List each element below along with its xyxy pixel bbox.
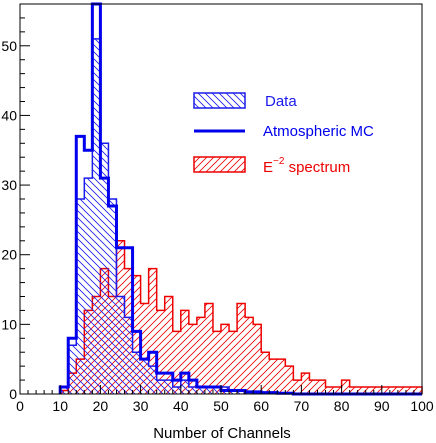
legend-label-e2-base: E	[263, 159, 273, 176]
bin-e2-54	[237, 303, 245, 394]
legend-entry-e2-spectrum: E−2 spectrum	[193, 156, 350, 176]
bin-mc-34	[157, 373, 165, 394]
x-axis-label: Number of Channels	[153, 425, 291, 442]
bin-mc-32	[149, 352, 157, 394]
bin-mc-22	[108, 206, 116, 394]
y-tick-label: 20	[1, 247, 17, 263]
bin-mc-18	[92, 4, 100, 394]
legend-entry-atmospheric-mc: Atmospheric MC	[194, 123, 374, 140]
series-data-fill	[60, 38, 422, 394]
bin-mc-44	[197, 387, 205, 394]
legend-label-data: Data	[265, 93, 297, 110]
legend-label-e2-spectrum: E−2 spectrum	[263, 156, 350, 176]
bin-e2-62	[269, 359, 277, 394]
legend-swatch-data	[193, 92, 246, 109]
bin-mc-54	[237, 391, 245, 394]
bin-mc-30	[141, 359, 149, 394]
x-tick-label: 30	[133, 398, 149, 414]
bin-e2-80	[342, 380, 350, 394]
bin-e2-74	[317, 380, 325, 394]
y-tick-label: 10	[1, 316, 17, 332]
x-tick-label: 50	[213, 398, 229, 414]
x-tick-label: 20	[93, 398, 109, 414]
y-tick-label: 30	[1, 177, 17, 193]
legend-entry-data: Data	[193, 92, 297, 110]
bin-mc-46	[205, 387, 213, 394]
bin-mc-10	[60, 387, 68, 394]
bin-e2-72	[309, 380, 317, 394]
bin-mc-26	[125, 248, 133, 394]
bin-mc-42	[189, 380, 197, 394]
bin-mc-28	[133, 331, 141, 394]
bin-mc-38	[173, 380, 181, 394]
bin-e2-50	[221, 324, 229, 394]
bin-mc-14	[76, 136, 84, 394]
bin-mc-52	[229, 391, 237, 394]
x-axis: 0 10 20 30 40 50 60 70 80 90 100	[16, 385, 434, 414]
y-axis: 0 10 20 30 40 50	[1, 3, 30, 402]
x-tick-label: 90	[374, 398, 390, 414]
bin-mc-40	[181, 373, 189, 394]
x-tick-label: 70	[294, 398, 310, 414]
bin-e2-64	[277, 359, 285, 394]
bin-mc-12	[68, 338, 76, 394]
legend: Data Atmospheric MC E−2 spectrum	[193, 92, 374, 176]
x-tick-label: 100	[410, 398, 434, 414]
legend-label-atmospheric-mc: Atmospheric MC	[263, 123, 374, 140]
legend-label-e2-rest: spectrum	[284, 159, 350, 176]
bin-mc-24	[116, 248, 124, 394]
x-tick-label: 0	[16, 398, 24, 414]
legend-label-e2-superscript: −2	[273, 156, 285, 167]
x-tick-label: 40	[173, 398, 189, 414]
bin-e2-66	[285, 366, 293, 394]
y-tick-label: 40	[1, 107, 17, 123]
bin-e2-46	[205, 303, 213, 394]
bin-mc-50	[221, 391, 229, 394]
bin-e2-60	[261, 352, 269, 394]
y-tick-label: 50	[1, 38, 17, 54]
x-tick-label: 60	[253, 398, 269, 414]
x-tick-label: 10	[52, 398, 68, 414]
bin-mc-20	[100, 178, 108, 394]
bin-e2-52	[229, 331, 237, 394]
bin-e2-56	[245, 317, 253, 394]
bin-e2-58	[253, 324, 261, 394]
bin-mc-48	[213, 387, 221, 394]
bin-e2-70	[301, 373, 309, 394]
y-tick-label: 0	[9, 386, 17, 402]
series-e2-fill	[60, 240, 422, 394]
bin-e2-48	[213, 331, 221, 394]
x-tick-label: 80	[334, 398, 350, 414]
bin-mc-36	[165, 373, 173, 394]
legend-swatch-e2-spectrum	[193, 156, 246, 173]
bin-mc-16	[84, 150, 92, 394]
